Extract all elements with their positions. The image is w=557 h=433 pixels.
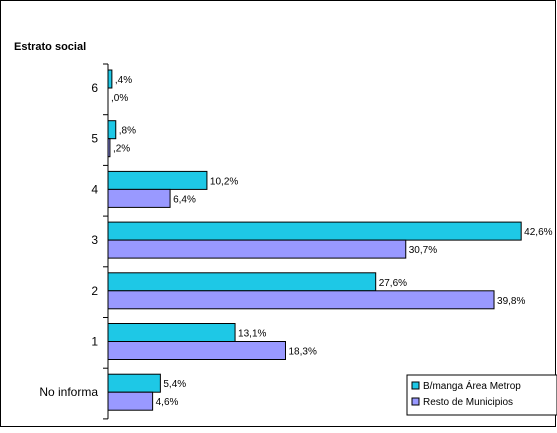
data-label: 4,6% [156,397,179,408]
legend-box [406,374,557,416]
category-label: 1 [91,335,98,349]
legend-swatch-series-2 [411,397,420,406]
legend-swatch-series-1 [411,381,420,390]
category-label: 6 [91,81,98,95]
category-label: 2 [91,284,98,298]
bar-2-series-1 [107,272,377,292]
bar-1-series-2 [107,341,286,360]
category-label: 5 [91,132,98,146]
data-label: 5,4% [163,379,186,390]
bar-4-series-1 [107,170,208,190]
chart-title: Estrato social [14,41,86,53]
data-label: 6,4% [173,194,196,205]
data-label: ,8% [119,126,136,137]
bar-3-series-2 [107,239,407,259]
bar-1-series-1 [107,323,236,342]
data-label: 13,1% [238,329,266,340]
bar-4-series-2 [107,188,171,208]
data-label: 42,6% [524,227,552,238]
bar-5-series-1 [107,120,117,140]
data-label: ,0% [111,93,128,104]
category-label: 4 [91,182,98,196]
data-label: 10,2% [210,176,238,187]
category-label: 3 [91,233,98,247]
data-label: ,4% [115,75,132,86]
data-label: 39,8% [497,296,525,307]
category-label: No informa [39,385,98,399]
bar-6-series-1 [107,69,113,89]
legend-label-series-2: Resto de Municipios [423,397,513,408]
data-label: 18,3% [288,347,316,358]
data-label: 27,6% [379,278,407,289]
data-label: 30,7% [409,245,437,256]
bar-2-series-2 [107,290,495,310]
legend: B/manga Área Metrop Resto de Municipios [406,374,557,416]
bar-no-informa-series-2 [107,391,154,411]
bar-no-informa-series-1 [107,373,161,393]
legend-label-series-1: B/manga Área Metrop [423,379,521,392]
data-label: ,2% [113,144,130,155]
bar-3-series-1 [107,221,522,241]
